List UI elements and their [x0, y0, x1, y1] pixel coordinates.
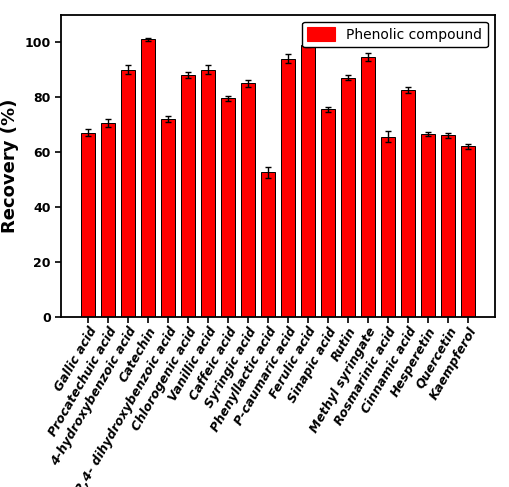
Bar [160, 119, 175, 317]
Bar [300, 45, 315, 317]
Bar [460, 147, 474, 317]
Bar [400, 90, 414, 317]
Bar [420, 134, 434, 317]
Bar [181, 75, 195, 317]
Y-axis label: Recovery (%): Recovery (%) [1, 98, 19, 233]
Bar [81, 132, 95, 317]
Bar [240, 83, 254, 317]
Bar [440, 135, 454, 317]
Legend: Phenolic compound: Phenolic compound [301, 21, 487, 47]
Bar [201, 70, 215, 317]
Bar [121, 70, 135, 317]
Bar [260, 172, 275, 317]
Bar [340, 78, 354, 317]
Bar [280, 58, 295, 317]
Bar [320, 109, 334, 317]
Bar [360, 57, 374, 317]
Bar [220, 98, 235, 317]
Bar [380, 137, 394, 317]
Bar [101, 123, 115, 317]
Bar [140, 39, 155, 317]
